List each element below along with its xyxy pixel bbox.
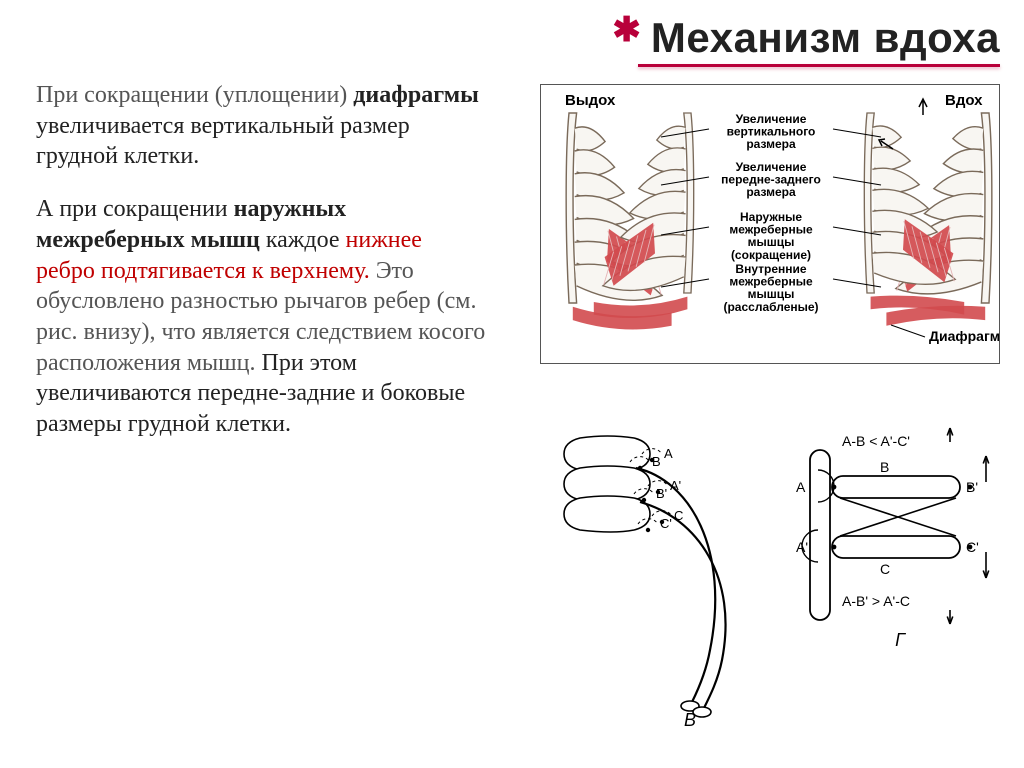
slide-title-block: ✱ Механизм вдоха — [612, 14, 1000, 67]
svg-text:C: C — [880, 561, 890, 577]
text-run: каждое — [260, 227, 346, 253]
text-run: А при сокращении — [36, 196, 234, 222]
svg-text:A: A — [664, 446, 673, 461]
lever-svg: ABA'B'CC'ВAB'BA'C'CA-B < A'-C'A-B' > A'-… — [540, 410, 1000, 730]
svg-text:Увеличениевертикальногоразмера: Увеличениевертикальногоразмера — [727, 112, 816, 151]
text-run: увеличивается вертикальный размер грудно… — [36, 113, 410, 170]
svg-text:A-B' > A'-C: A-B' > A'-C — [842, 593, 910, 609]
svg-text:Диафрагма: Диафрагма — [929, 328, 1000, 344]
asterisk-icon: ✱ — [612, 14, 641, 48]
svg-text:Вдох: Вдох — [945, 92, 983, 109]
text-run: диафрагмы — [353, 82, 479, 108]
svg-text:A-B < A'-C': A-B < A'-C' — [842, 433, 910, 449]
svg-text:B': B' — [656, 486, 667, 501]
svg-text:C': C' — [966, 539, 979, 555]
title-underline — [638, 64, 1000, 67]
svg-text:Г: Г — [895, 630, 906, 650]
figure-ribcage-comparison: Выдох Вдох Увеличениевертикальногоразмера У… — [540, 84, 1000, 364]
svg-text:Внутренниемежреберныемышцы(рас: Внутренниемежреберныемышцы(расслабленые) — [723, 262, 818, 314]
paragraph: А при сокращении наружных межреберных мы… — [36, 194, 486, 440]
svg-text:B: B — [652, 454, 661, 469]
svg-text:C': C' — [660, 516, 672, 531]
svg-text:A: A — [796, 479, 806, 495]
svg-text:Увеличениепередне-заднегоразме: Увеличениепередне-заднегоразмера — [721, 160, 821, 199]
svg-text:B: B — [880, 459, 889, 475]
figure-rib-lever: ABA'B'CC'ВAB'BA'C'CA-B < A'-C'A-B' > A'-… — [540, 410, 1000, 730]
paragraph: При сокращении (уплощении) диафрагмы уве… — [36, 80, 486, 172]
svg-text:В: В — [684, 710, 696, 730]
ribcage-svg: Выдох Вдох Увеличениевертикальногоразмера У… — [541, 85, 1000, 364]
svg-text:B': B' — [966, 479, 978, 495]
slide-title: Механизм вдоха — [651, 14, 1000, 62]
svg-text:Выдох: Выдох — [565, 92, 616, 109]
body-text: При сокращении (уплощении) диафрагмы уве… — [36, 80, 486, 462]
svg-text:Наружныемежреберныемышцы(сокра: Наружныемежреберныемышцы(сокращение) — [729, 210, 813, 262]
text-run: При сокращении (уплощении) — [36, 82, 353, 108]
